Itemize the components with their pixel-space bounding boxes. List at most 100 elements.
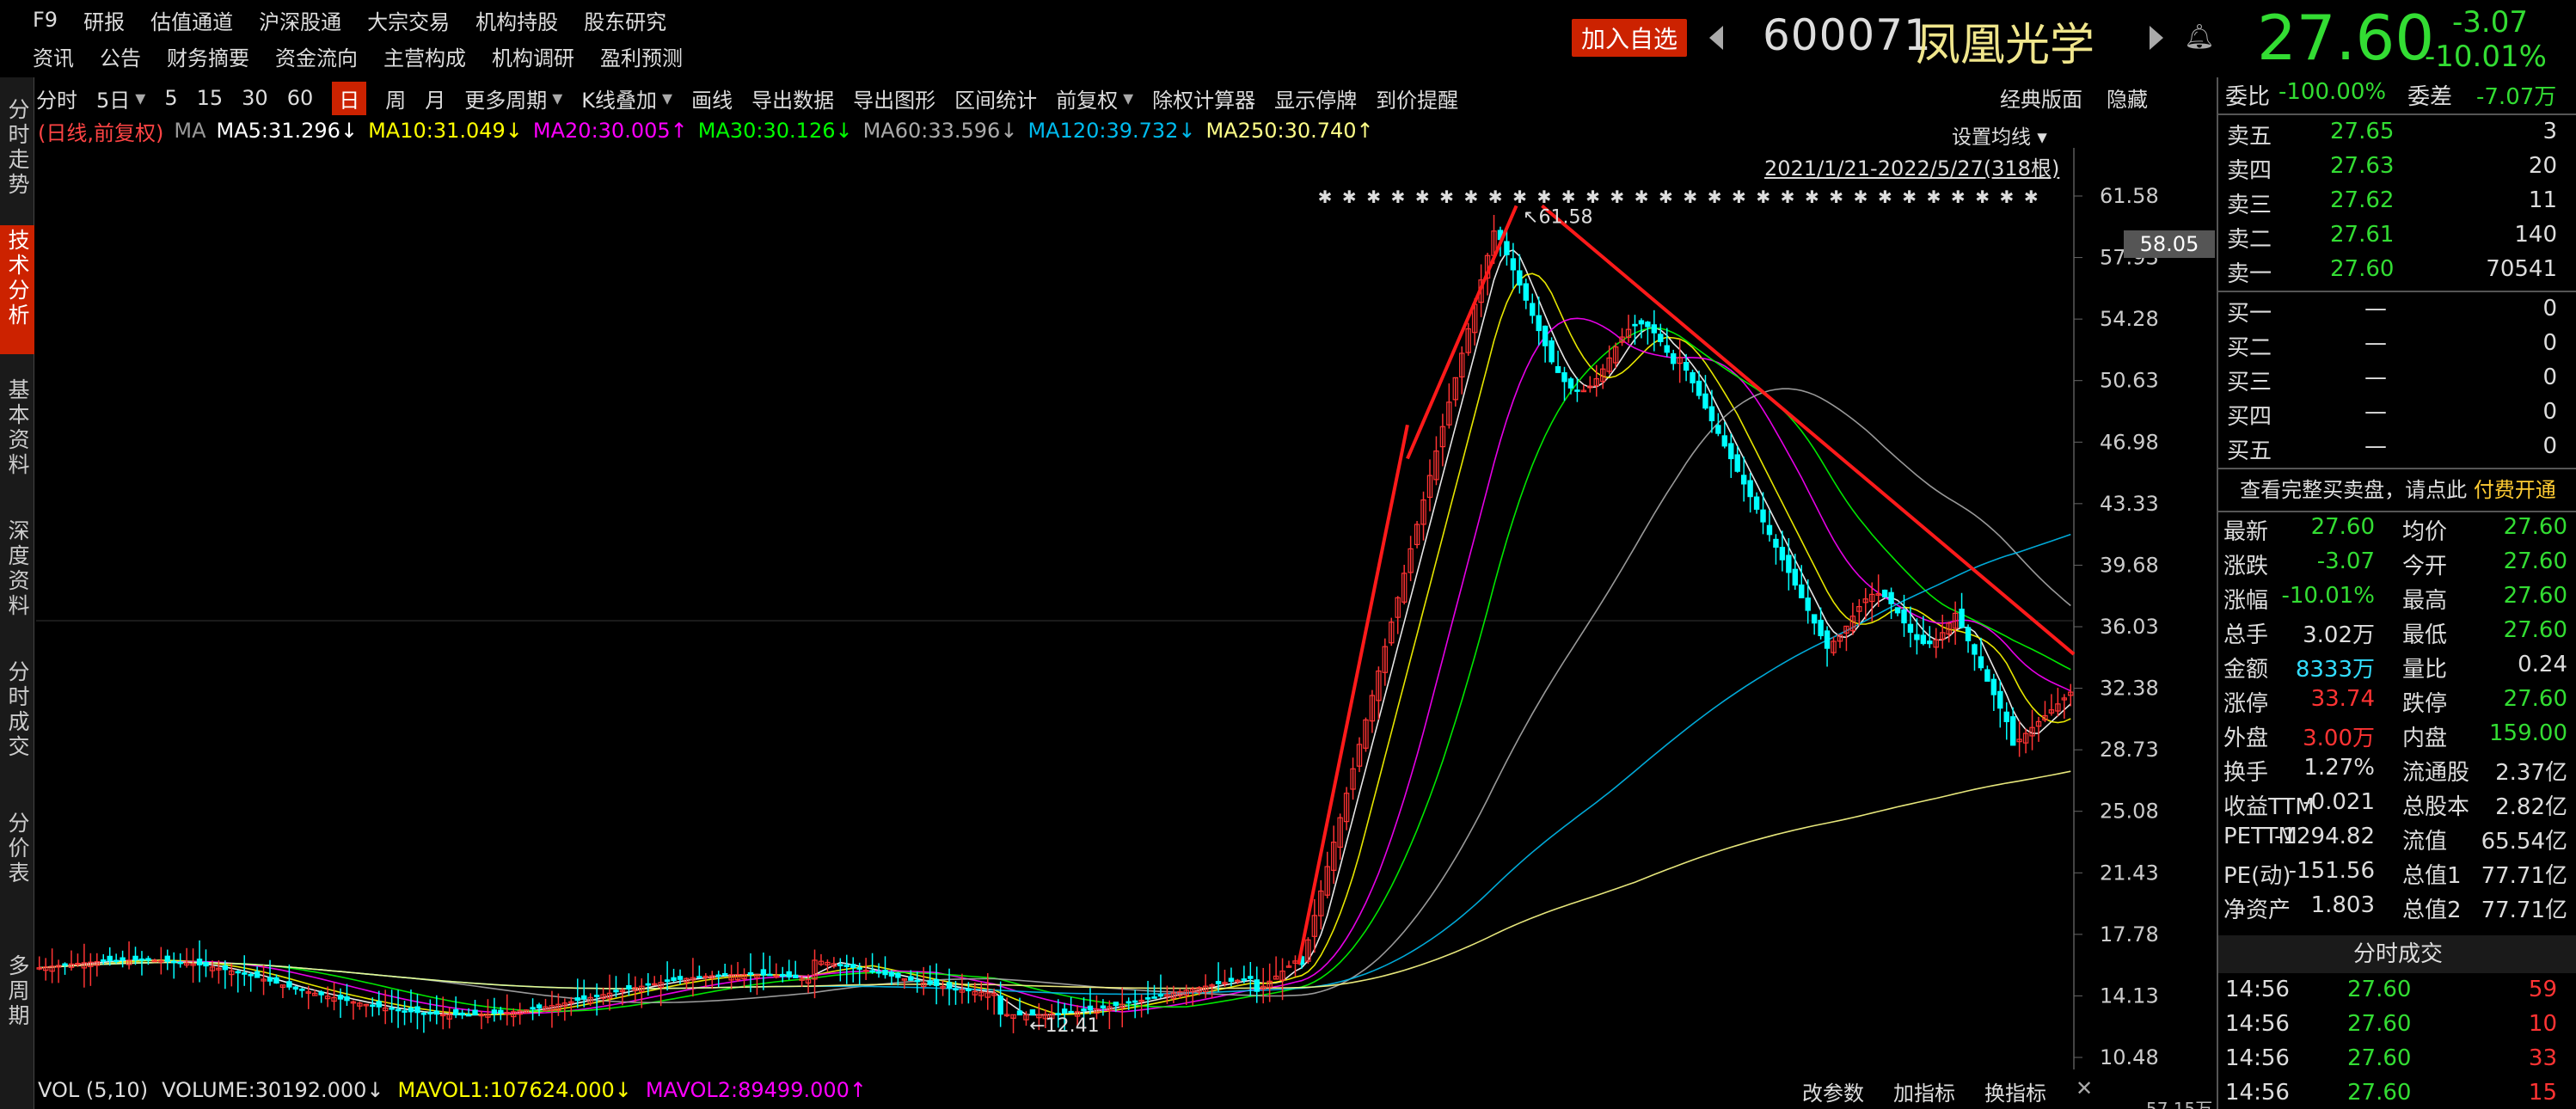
- nav-item[interactable]: F9: [33, 8, 58, 32]
- prev-stock-icon[interactable]: [1709, 26, 1723, 50]
- tab-intraday[interactable]: 分时走势: [5, 98, 30, 198]
- next-stock-icon[interactable]: [2150, 26, 2163, 50]
- candle-body: [414, 1006, 420, 1014]
- candle-body: [984, 992, 991, 998]
- nav-item[interactable]: 股东研究: [584, 9, 667, 34]
- stock-name: 凤凰光学: [1916, 20, 2095, 71]
- tool-month[interactable]: 月: [425, 88, 446, 113]
- nav-item[interactable]: 机构持股: [475, 9, 559, 34]
- tab-multi-period[interactable]: 多周期: [5, 954, 30, 1029]
- candle-body: [1972, 644, 1978, 655]
- nav-item[interactable]: 沪深股通: [259, 9, 342, 34]
- orderbook-notice[interactable]: 查看完整买卖盘，请点此 付费开通: [2240, 478, 2556, 502]
- tab-technical[interactable]: 技术分析: [0, 225, 34, 354]
- candle-body: [1779, 547, 1786, 561]
- left-tab-bar: 分时走势 技术分析 基本资料 深度资料 分时成交 分价表 多周期: [0, 77, 34, 1109]
- candle-body: [1330, 841, 1337, 871]
- candle-body: [869, 970, 875, 973]
- candle-body: [350, 1001, 357, 1004]
- tool-export-data[interactable]: 导出数据: [751, 88, 835, 113]
- add-to-watchlist-button[interactable]: 加入自选: [1572, 19, 1687, 57]
- candle-body: [721, 972, 728, 976]
- price-change: -3.07: [2452, 5, 2528, 40]
- nav-item[interactable]: 机构调研: [492, 46, 574, 70]
- ma-legend: (日线,前复权) MA MA5:31.296↓ MA10:31.049↓ MA2…: [38, 115, 1384, 146]
- candle-body: [465, 1014, 472, 1017]
- tool-week[interactable]: 周: [385, 88, 407, 113]
- hide-button[interactable]: 隐藏: [2107, 88, 2148, 112]
- chevron-down-icon[interactable]: ▾: [135, 86, 146, 110]
- tool-5min[interactable]: 5: [164, 86, 178, 110]
- ticks-title: 分时成交: [2218, 935, 2576, 973]
- nav-item[interactable]: 估值通道: [150, 9, 234, 34]
- tool-range-stats[interactable]: 区间统计: [954, 88, 1038, 113]
- candle-body: [2016, 738, 2022, 743]
- bell-icon[interactable]: 🔔︎: [2184, 22, 2215, 51]
- tool-15min[interactable]: 15: [196, 86, 224, 110]
- candle-body: [1376, 670, 1382, 702]
- candle-body: [1690, 371, 1696, 383]
- candle-body: [1901, 610, 1907, 624]
- candle-body: [1504, 241, 1510, 255]
- tool-60min[interactable]: 60: [286, 86, 314, 110]
- tab-price-table[interactable]: 分价表: [5, 812, 30, 886]
- ma30-value: MA30:30.126↓: [697, 119, 853, 143]
- tool-adjust[interactable]: 前复权: [1056, 88, 1119, 113]
- close-icon[interactable]: ✕: [2076, 1076, 2094, 1100]
- layout-select[interactable]: 经典版面: [2000, 88, 2082, 112]
- tool-export-image[interactable]: 导出图形: [853, 88, 936, 113]
- tool-draw[interactable]: 画线: [691, 88, 733, 113]
- chevron-down-icon[interactable]: ▾: [552, 86, 563, 110]
- event-marker: ✱: [1683, 187, 1697, 207]
- nav-item[interactable]: 资讯: [33, 46, 74, 70]
- tool-ex-rights-calc[interactable]: 除权计算器: [1152, 88, 1256, 113]
- chevron-down-icon[interactable]: ▾: [662, 86, 673, 110]
- tab-deep-info[interactable]: 深度资料: [5, 519, 30, 619]
- tab-ticks[interactable]: 分时成交: [5, 660, 30, 760]
- candle-body: [1612, 346, 1619, 364]
- y-axis: 61.5857.9354.2850.6346.9843.3339.6836.03…: [2074, 184, 2159, 1069]
- tool-show-suspend[interactable]: 显示停牌: [1274, 88, 1358, 113]
- candle-body: [754, 974, 760, 979]
- nav-item[interactable]: 公告: [100, 46, 141, 70]
- tool-intraday[interactable]: 分时: [36, 88, 77, 113]
- tool-more-periods[interactable]: 更多周期: [464, 88, 548, 113]
- candle-body: [1824, 630, 1831, 649]
- candle-body: [2009, 716, 2016, 746]
- tool-30min[interactable]: 30: [242, 86, 268, 110]
- nav-item[interactable]: 资金流向: [275, 46, 358, 70]
- candle-body: [972, 990, 978, 996]
- ma-settings-button[interactable]: 设置均线 ▾: [1952, 126, 2047, 149]
- kline-chart[interactable]: 61.5857.9354.2850.6346.9843.3339.6836.03…: [36, 148, 2220, 1069]
- tool-overlay[interactable]: K线叠加: [581, 88, 658, 113]
- nav-item[interactable]: 财务摘要: [167, 46, 249, 70]
- stat-row: 换手 1.27% 流通股 2.37亿: [2223, 755, 2567, 786]
- add-indicator-button[interactable]: 加指标: [1893, 1081, 1955, 1106]
- candle-body: [786, 971, 792, 978]
- candle-body: [536, 1004, 543, 1009]
- nav-item[interactable]: 大宗交易: [367, 9, 451, 34]
- y-tick-label: 28.73: [2100, 738, 2159, 762]
- candle-body: [767, 973, 773, 977]
- candle-body: [1638, 320, 1645, 325]
- chevron-down-icon[interactable]: ▾: [1123, 86, 1134, 110]
- tool-5day[interactable]: 5日: [96, 88, 131, 113]
- nav-item[interactable]: 盈利预测: [600, 46, 683, 70]
- candle-body: [420, 1012, 427, 1015]
- candle-body: [799, 977, 805, 981]
- tab-basic-info[interactable]: 基本资料: [5, 378, 30, 478]
- edit-params-button[interactable]: 改参数: [1802, 1081, 1864, 1106]
- nav-item[interactable]: 研报: [83, 9, 126, 34]
- candle-body: [825, 961, 831, 965]
- candle-body: [1670, 352, 1677, 365]
- candle-body: [1786, 554, 1792, 573]
- candle-body: [1254, 979, 1260, 992]
- candle-body: [1978, 656, 1984, 669]
- candle-body: [1439, 426, 1446, 448]
- tool-price-alert[interactable]: 到价提醒: [1376, 88, 1459, 113]
- nav-item[interactable]: 主营构成: [383, 46, 466, 70]
- change-indicator-button[interactable]: 换指标: [1984, 1081, 2046, 1106]
- candle-body: [1228, 977, 1235, 983]
- tool-day[interactable]: 日: [332, 81, 367, 115]
- candle-body: [1773, 538, 1779, 548]
